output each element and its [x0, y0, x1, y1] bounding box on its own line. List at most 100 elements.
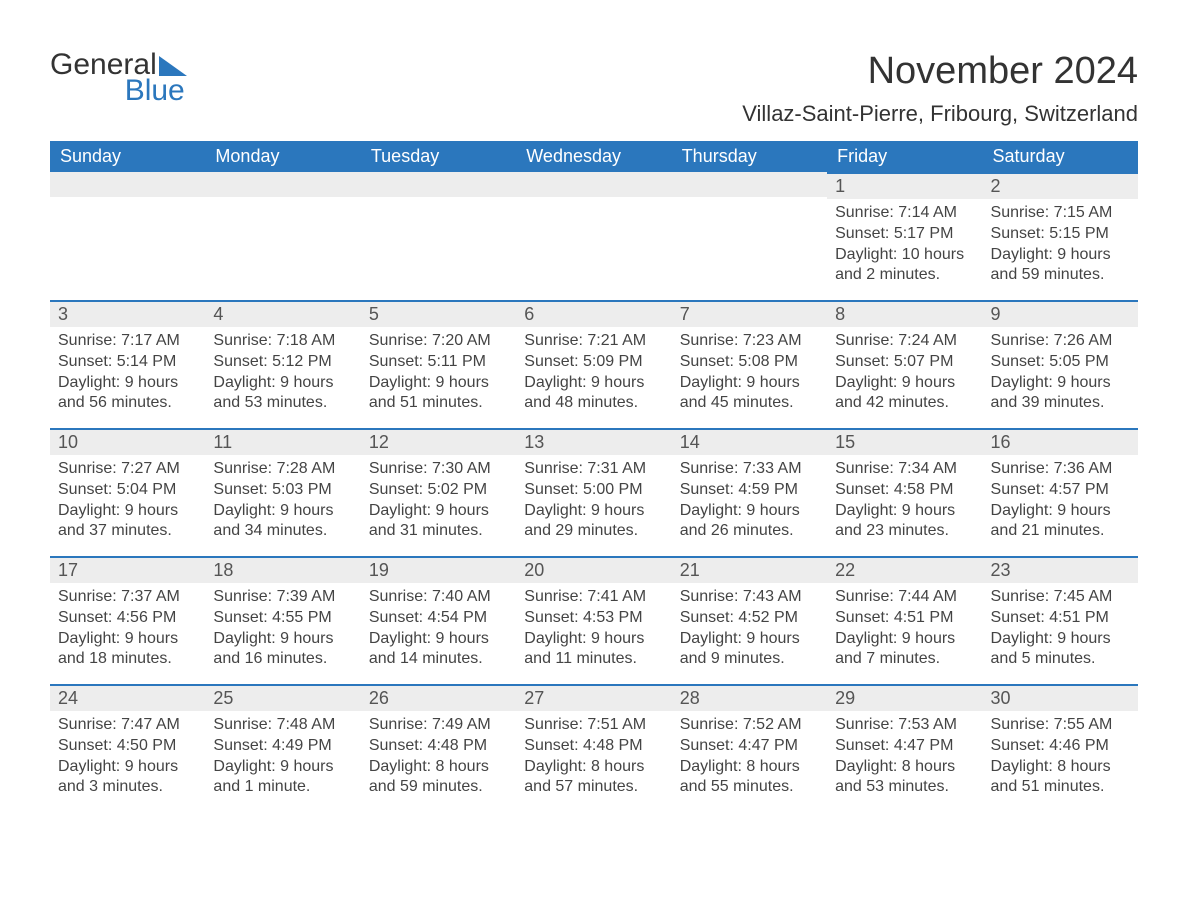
day-details: Sunrise: 7:40 AMSunset: 4:54 PMDaylight:… [361, 583, 516, 678]
day-daylight2: and 11 minutes. [524, 649, 663, 670]
calendar-day-cell: 17Sunrise: 7:37 AMSunset: 4:56 PMDayligh… [50, 556, 205, 684]
calendar-day-cell: 2Sunrise: 7:15 AMSunset: 5:15 PMDaylight… [983, 172, 1138, 300]
brand-text: General Blue [50, 50, 187, 106]
day-daylight1: Daylight: 9 hours [213, 757, 352, 778]
day-daylight1: Daylight: 9 hours [369, 501, 508, 522]
calendar-day-cell: 14Sunrise: 7:33 AMSunset: 4:59 PMDayligh… [672, 428, 827, 556]
day-daylight1: Daylight: 9 hours [58, 373, 197, 394]
day-number: 29 [827, 684, 982, 711]
calendar-day-cell: 24Sunrise: 7:47 AMSunset: 4:50 PMDayligh… [50, 684, 205, 812]
calendar-day-cell: 8Sunrise: 7:24 AMSunset: 5:07 PMDaylight… [827, 300, 982, 428]
day-sunset: Sunset: 4:48 PM [524, 736, 663, 757]
day-sunrise: Sunrise: 7:44 AM [835, 587, 974, 608]
weekday-header: Friday [827, 141, 982, 172]
day-daylight1: Daylight: 9 hours [835, 373, 974, 394]
day-sunset: Sunset: 4:46 PM [991, 736, 1130, 757]
day-details: Sunrise: 7:43 AMSunset: 4:52 PMDaylight:… [672, 583, 827, 678]
day-daylight2: and 18 minutes. [58, 649, 197, 670]
calendar-day-cell: 30Sunrise: 7:55 AMSunset: 4:46 PMDayligh… [983, 684, 1138, 812]
day-daylight1: Daylight: 9 hours [369, 373, 508, 394]
calendar-week-row: 17Sunrise: 7:37 AMSunset: 4:56 PMDayligh… [50, 556, 1138, 684]
day-number [361, 172, 516, 197]
day-daylight2: and 45 minutes. [680, 393, 819, 414]
title-block: November 2024 Villaz-Saint-Pierre, Fribo… [742, 50, 1138, 127]
day-sunrise: Sunrise: 7:26 AM [991, 331, 1130, 352]
day-number: 11 [205, 428, 360, 455]
day-details: Sunrise: 7:33 AMSunset: 4:59 PMDaylight:… [672, 455, 827, 550]
calendar-day-cell: 19Sunrise: 7:40 AMSunset: 4:54 PMDayligh… [361, 556, 516, 684]
day-details: Sunrise: 7:15 AMSunset: 5:15 PMDaylight:… [983, 199, 1138, 294]
calendar-day-cell: 11Sunrise: 7:28 AMSunset: 5:03 PMDayligh… [205, 428, 360, 556]
calendar-day-cell: 29Sunrise: 7:53 AMSunset: 4:47 PMDayligh… [827, 684, 982, 812]
day-daylight1: Daylight: 9 hours [991, 501, 1130, 522]
day-daylight1: Daylight: 9 hours [524, 373, 663, 394]
day-number: 18 [205, 556, 360, 583]
day-number: 19 [361, 556, 516, 583]
day-sunset: Sunset: 5:14 PM [58, 352, 197, 373]
day-details: Sunrise: 7:23 AMSunset: 5:08 PMDaylight:… [672, 327, 827, 422]
day-daylight1: Daylight: 8 hours [835, 757, 974, 778]
day-daylight2: and 51 minutes. [991, 777, 1130, 798]
day-sunset: Sunset: 4:52 PM [680, 608, 819, 629]
calendar-day-cell [50, 172, 205, 300]
calendar-header-row: Sunday Monday Tuesday Wednesday Thursday… [50, 141, 1138, 172]
day-number [516, 172, 671, 197]
day-sunrise: Sunrise: 7:23 AM [680, 331, 819, 352]
calendar-day-cell: 15Sunrise: 7:34 AMSunset: 4:58 PMDayligh… [827, 428, 982, 556]
day-details: Sunrise: 7:53 AMSunset: 4:47 PMDaylight:… [827, 711, 982, 806]
day-sunset: Sunset: 5:15 PM [991, 224, 1130, 245]
calendar-day-cell: 23Sunrise: 7:45 AMSunset: 4:51 PMDayligh… [983, 556, 1138, 684]
day-sunset: Sunset: 4:57 PM [991, 480, 1130, 501]
calendar-day-cell: 26Sunrise: 7:49 AMSunset: 4:48 PMDayligh… [361, 684, 516, 812]
calendar-day-cell [205, 172, 360, 300]
day-details: Sunrise: 7:45 AMSunset: 4:51 PMDaylight:… [983, 583, 1138, 678]
day-details: Sunrise: 7:51 AMSunset: 4:48 PMDaylight:… [516, 711, 671, 806]
calendar-day-cell: 12Sunrise: 7:30 AMSunset: 5:02 PMDayligh… [361, 428, 516, 556]
day-sunrise: Sunrise: 7:40 AM [369, 587, 508, 608]
day-number: 25 [205, 684, 360, 711]
day-sunrise: Sunrise: 7:31 AM [524, 459, 663, 480]
day-daylight1: Daylight: 8 hours [524, 757, 663, 778]
day-sunrise: Sunrise: 7:14 AM [835, 203, 974, 224]
day-details: Sunrise: 7:41 AMSunset: 4:53 PMDaylight:… [516, 583, 671, 678]
day-daylight2: and 9 minutes. [680, 649, 819, 670]
day-number: 27 [516, 684, 671, 711]
calendar-page: General Blue November 2024 Villaz-Saint-… [0, 0, 1188, 852]
day-daylight2: and 3 minutes. [58, 777, 197, 798]
day-sunset: Sunset: 5:03 PM [213, 480, 352, 501]
calendar-day-cell: 18Sunrise: 7:39 AMSunset: 4:55 PMDayligh… [205, 556, 360, 684]
day-daylight1: Daylight: 9 hours [680, 373, 819, 394]
day-number: 7 [672, 300, 827, 327]
day-details: Sunrise: 7:39 AMSunset: 4:55 PMDaylight:… [205, 583, 360, 678]
day-daylight1: Daylight: 8 hours [369, 757, 508, 778]
day-sunset: Sunset: 4:47 PM [835, 736, 974, 757]
day-number: 16 [983, 428, 1138, 455]
day-number: 30 [983, 684, 1138, 711]
day-sunrise: Sunrise: 7:53 AM [835, 715, 974, 736]
day-sunrise: Sunrise: 7:41 AM [524, 587, 663, 608]
day-number: 2 [983, 172, 1138, 199]
weekday-header: Thursday [672, 141, 827, 172]
day-details: Sunrise: 7:30 AMSunset: 5:02 PMDaylight:… [361, 455, 516, 550]
day-details: Sunrise: 7:37 AMSunset: 4:56 PMDaylight:… [50, 583, 205, 678]
day-daylight2: and 5 minutes. [991, 649, 1130, 670]
weekday-header: Monday [205, 141, 360, 172]
day-sunrise: Sunrise: 7:36 AM [991, 459, 1130, 480]
day-daylight1: Daylight: 10 hours [835, 245, 974, 266]
day-daylight1: Daylight: 9 hours [524, 501, 663, 522]
day-daylight2: and 23 minutes. [835, 521, 974, 542]
weekday-header: Tuesday [361, 141, 516, 172]
calendar-day-cell: 6Sunrise: 7:21 AMSunset: 5:09 PMDaylight… [516, 300, 671, 428]
calendar-day-cell: 9Sunrise: 7:26 AMSunset: 5:05 PMDaylight… [983, 300, 1138, 428]
day-daylight2: and 21 minutes. [991, 521, 1130, 542]
day-sunset: Sunset: 4:54 PM [369, 608, 508, 629]
day-sunrise: Sunrise: 7:27 AM [58, 459, 197, 480]
calendar-week-row: 1Sunrise: 7:14 AMSunset: 5:17 PMDaylight… [50, 172, 1138, 300]
day-sunset: Sunset: 4:51 PM [991, 608, 1130, 629]
day-sunset: Sunset: 4:53 PM [524, 608, 663, 629]
calendar-day-cell: 13Sunrise: 7:31 AMSunset: 5:00 PMDayligh… [516, 428, 671, 556]
day-daylight1: Daylight: 9 hours [213, 373, 352, 394]
calendar-day-cell: 5Sunrise: 7:20 AMSunset: 5:11 PMDaylight… [361, 300, 516, 428]
day-sunset: Sunset: 4:58 PM [835, 480, 974, 501]
day-daylight2: and 29 minutes. [524, 521, 663, 542]
